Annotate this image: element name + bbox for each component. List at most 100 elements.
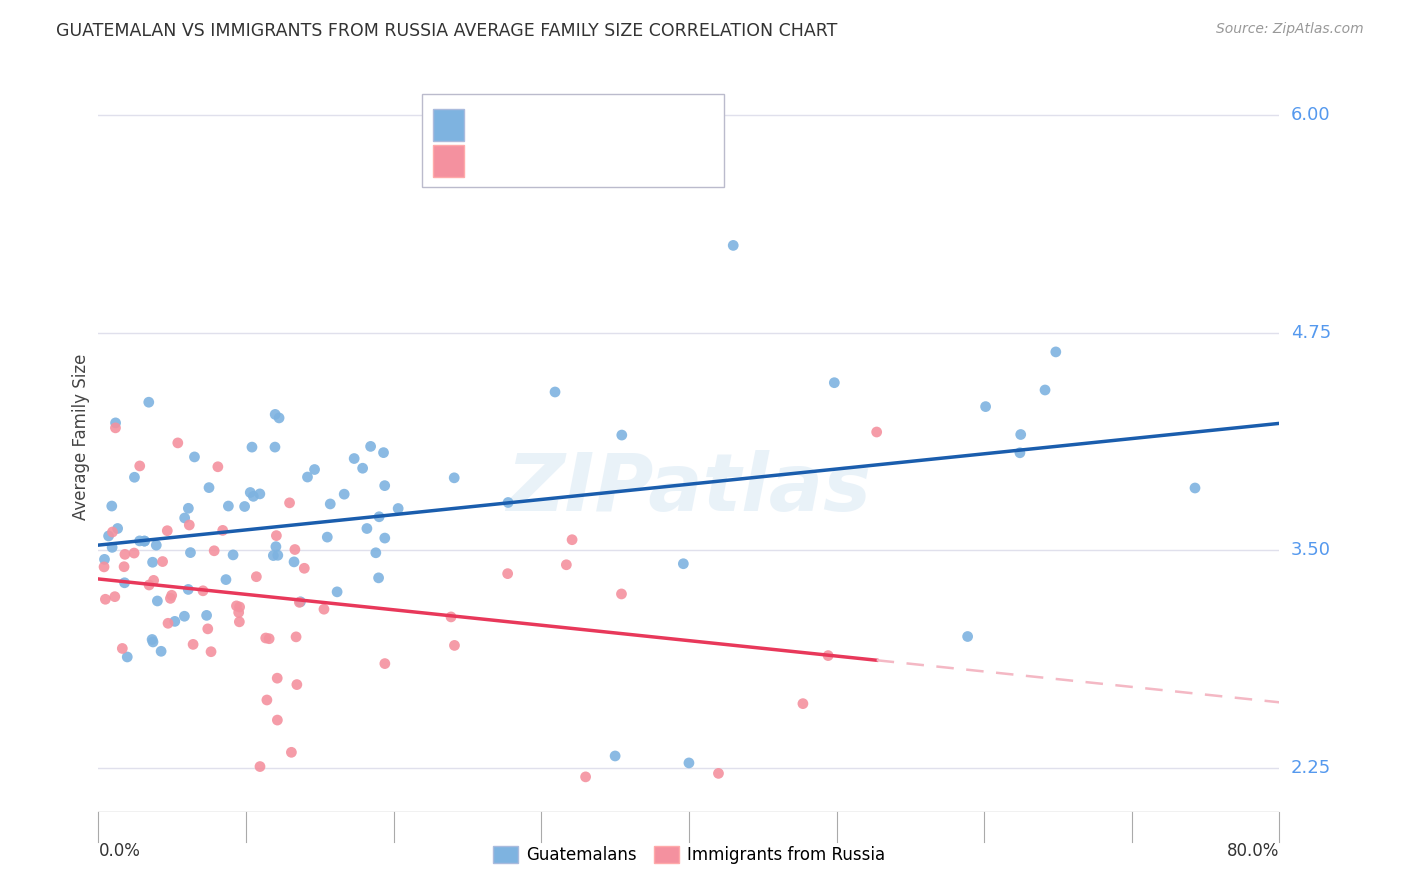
- Point: [228, 615, 250, 629]
- Point: [374, 531, 396, 545]
- Point: [200, 645, 222, 659]
- Point: [114, 547, 136, 561]
- Point: [866, 425, 889, 439]
- Point: [107, 521, 129, 535]
- Point: [183, 450, 205, 464]
- Point: [156, 524, 179, 538]
- Point: [101, 541, 124, 555]
- Point: [266, 713, 288, 727]
- Text: R =: R =: [471, 112, 505, 129]
- Text: 58: 58: [637, 147, 662, 165]
- Point: [157, 616, 180, 631]
- Point: [544, 384, 567, 399]
- Text: ZIPatlas: ZIPatlas: [506, 450, 872, 528]
- Point: [374, 657, 396, 671]
- Point: [166, 436, 188, 450]
- Point: [264, 440, 287, 454]
- Point: [163, 615, 186, 629]
- Point: [360, 439, 382, 453]
- Point: [561, 533, 583, 547]
- Point: [195, 608, 218, 623]
- Point: [283, 555, 305, 569]
- Point: [575, 770, 598, 784]
- Point: [304, 462, 326, 476]
- Point: [672, 557, 695, 571]
- Text: 3.50: 3.50: [1291, 541, 1330, 559]
- Legend: Guatemalans, Immigrants from Russia: Guatemalans, Immigrants from Russia: [486, 839, 891, 871]
- Point: [356, 521, 378, 535]
- Point: [94, 592, 117, 607]
- Text: 0.0%: 0.0%: [98, 842, 141, 860]
- Point: [233, 500, 256, 514]
- Point: [128, 458, 150, 473]
- Point: [225, 599, 247, 613]
- Point: [101, 524, 124, 539]
- Point: [374, 478, 396, 492]
- Point: [228, 599, 250, 614]
- Point: [173, 511, 195, 525]
- Point: [280, 745, 302, 759]
- Point: [256, 693, 278, 707]
- Point: [179, 518, 201, 533]
- Point: [290, 595, 312, 609]
- Point: [146, 594, 169, 608]
- Point: [141, 632, 163, 647]
- Point: [97, 529, 120, 543]
- Point: [266, 528, 288, 542]
- Point: [262, 549, 284, 563]
- Point: [257, 632, 280, 646]
- Point: [278, 496, 301, 510]
- Point: [104, 421, 127, 435]
- Point: [128, 533, 150, 548]
- Point: [817, 648, 839, 663]
- Point: [177, 501, 200, 516]
- Point: [605, 748, 627, 763]
- Point: [792, 697, 814, 711]
- Point: [368, 509, 391, 524]
- Point: [440, 610, 463, 624]
- Point: [343, 451, 366, 466]
- Point: [202, 543, 225, 558]
- Point: [134, 534, 156, 549]
- Point: [191, 583, 214, 598]
- Point: [142, 635, 165, 649]
- Text: Source: ZipAtlas.com: Source: ZipAtlas.com: [1216, 22, 1364, 37]
- Point: [145, 538, 167, 552]
- Point: [387, 501, 409, 516]
- Point: [610, 587, 633, 601]
- Point: [114, 575, 136, 590]
- Point: [326, 585, 349, 599]
- Point: [319, 497, 342, 511]
- Point: [117, 650, 139, 665]
- Point: [211, 524, 233, 538]
- Point: [264, 540, 287, 554]
- Point: [285, 630, 308, 644]
- Point: [610, 428, 633, 442]
- Point: [1008, 446, 1031, 460]
- Point: [267, 549, 290, 563]
- Point: [179, 546, 201, 560]
- Point: [152, 555, 174, 569]
- Point: [240, 440, 263, 454]
- Text: 77: 77: [637, 112, 662, 129]
- Point: [496, 495, 519, 509]
- Point: [823, 376, 845, 390]
- Text: 4.75: 4.75: [1291, 324, 1331, 342]
- Point: [111, 641, 134, 656]
- Point: [373, 445, 395, 459]
- Point: [333, 487, 356, 501]
- Text: N =: N =: [588, 112, 621, 129]
- Point: [159, 591, 181, 606]
- Text: GUATEMALAN VS IMMIGRANTS FROM RUSSIA AVERAGE FAMILY SIZE CORRELATION CHART: GUATEMALAN VS IMMIGRANTS FROM RUSSIA AVE…: [56, 22, 838, 40]
- Point: [292, 561, 315, 575]
- Point: [956, 630, 979, 644]
- Point: [678, 756, 700, 770]
- Point: [496, 566, 519, 581]
- Point: [249, 759, 271, 773]
- Point: [122, 546, 145, 560]
- Point: [443, 471, 465, 485]
- Point: [284, 542, 307, 557]
- Point: [285, 677, 308, 691]
- Point: [93, 552, 115, 566]
- Point: [1033, 383, 1056, 397]
